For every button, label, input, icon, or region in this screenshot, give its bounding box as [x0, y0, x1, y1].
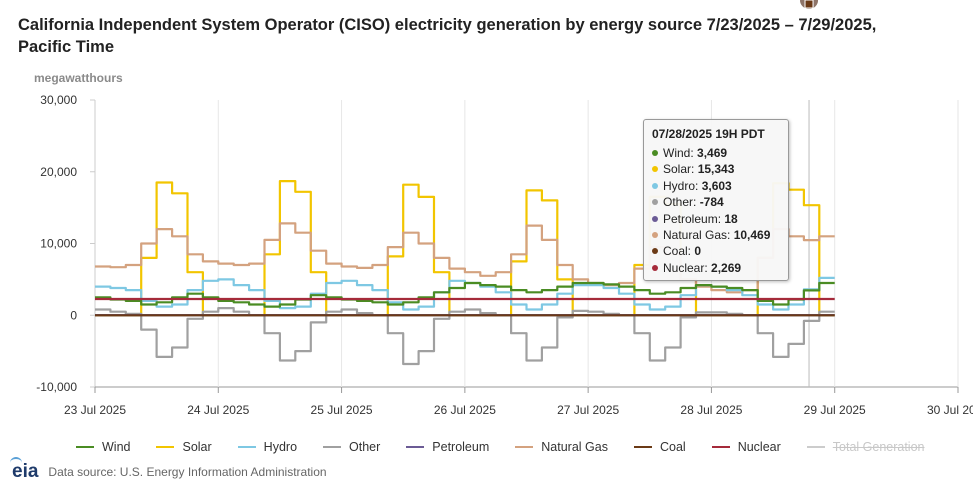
y-tick-label: 30,000 [40, 93, 77, 107]
legend-item-hydro[interactable]: Hydro [237, 440, 298, 454]
legend-swatch [237, 446, 256, 448]
tooltip-row: Natural Gas: 10,469 [652, 227, 780, 243]
y-tick-label: 20,000 [40, 165, 77, 179]
legend-label: Coal [659, 440, 686, 454]
tooltip-series-dot [652, 248, 658, 255]
tooltip-row: Wind: 3,469 [652, 145, 780, 161]
legend-label: Wind [102, 440, 131, 454]
legend-item-wind[interactable]: Wind [76, 440, 130, 454]
tooltip-series-value: 10,469 [733, 227, 771, 242]
tooltip-series-dot [652, 150, 658, 156]
series-line-other[interactable] [95, 307, 835, 366]
chart-legend: Wind Solar Hydro Other Petroleum Natural Gas C… [76, 437, 951, 457]
tooltip-row: Petroleum: 18 [652, 211, 780, 227]
tooltip-series-value: 3,603 [701, 178, 732, 193]
chart-title: California Independent System Operator (… [18, 16, 877, 56]
tooltip-series-name: Solar: [663, 162, 698, 177]
tooltip-series-name: Nuclear: [663, 260, 712, 275]
x-tick-label: 25 Jul 2025 [311, 403, 373, 417]
legend-item-other[interactable]: Other [323, 440, 380, 454]
legend-item-natural-gas[interactable]: Natural Gas [515, 440, 608, 454]
legend-label: Hydro [263, 440, 298, 454]
legend-item-solar[interactable]: Solar [156, 440, 212, 454]
y-axis-unit-label: megawatthours [34, 71, 123, 85]
eia-logo[interactable]: eia [10, 457, 38, 483]
y-tick-label: -10,000 [36, 380, 77, 394]
data-source-text: Data source: U.S. Energy Information Adm… [48, 465, 327, 479]
legend-item-coal[interactable]: Coal [633, 440, 686, 454]
line-chart[interactable]: -10,000 0 10,000 20,000 30,000 23 Jul 2025 24 … [0, 0, 973, 430]
tooltip-series-name: Other: [663, 195, 700, 210]
x-tick-label: 24 Jul 2025 [187, 403, 249, 417]
legend-swatch [515, 446, 534, 448]
tooltip-series-dot [652, 199, 658, 206]
legend-item-total-generation[interactable]: Total Generation [806, 440, 925, 454]
tooltip-series-dot [652, 182, 658, 189]
x-tick-label: 29 Jul 2025 [804, 403, 866, 417]
legend-label: Nuclear [737, 440, 781, 454]
x-tick-label: 26 Jul 2025 [434, 403, 496, 417]
x-tick-label: 28 Jul 2025 [680, 403, 742, 417]
legend-swatch [406, 446, 425, 448]
tooltip-series-name: Wind: [663, 146, 698, 160]
tooltip-series-name: Petroleum: [663, 211, 725, 226]
hover-marker-coal [804, 0, 814, 9]
tooltip-series-value: 18 [724, 211, 738, 226]
y-tick-label: 0 [70, 308, 77, 322]
legend-swatch [633, 446, 652, 448]
tooltip-series-value: 0 [694, 244, 702, 259]
tooltip-row: Other: -784 [652, 194, 780, 210]
legend-label: Petroleum [432, 440, 490, 454]
hover-tooltip: 07/28/2025 19H PDT Wind: 3,469 Solar: 15,… [643, 119, 789, 281]
tooltip-series-name: Hydro: [663, 178, 702, 193]
tooltip-title: 07/28/2025 19H PDT [652, 127, 765, 141]
y-tick-label: 10,000 [40, 237, 77, 251]
tooltip-series-value: -784 [699, 195, 724, 210]
tooltip-series-name: Natural Gas: [663, 227, 734, 242]
tooltip-series-value: 15,343 [697, 162, 735, 177]
tooltip-row: Nuclear: 2,269 [652, 260, 780, 276]
legend-swatch [711, 446, 730, 448]
legend-swatch [156, 446, 175, 448]
legend-swatch [76, 446, 94, 448]
tooltip-series-dot [652, 166, 658, 173]
legend-item-petroleum[interactable]: Petroleum [406, 440, 489, 454]
tooltip-series-dot [652, 215, 658, 222]
tooltip-series-dot [652, 264, 658, 271]
tooltip-series-dot [652, 231, 658, 238]
legend-label: Total Generation [832, 440, 925, 454]
legend-label: Other [349, 440, 381, 454]
legend-swatch [806, 446, 825, 448]
x-tick-label: 23 Jul 2025 [64, 403, 126, 417]
tooltip-series-value: 3,469 [697, 146, 728, 160]
tooltip-series-value: 2,269 [711, 260, 742, 275]
x-tick-label: 27 Jul 2025 [557, 403, 619, 417]
footer: eia Data source: U.S. Energy Information… [10, 457, 327, 483]
legend-swatch [323, 446, 342, 448]
legend-item-nuclear[interactable]: Nuclear [711, 440, 781, 454]
tooltip-series-name: Coal: [663, 244, 695, 259]
x-tick-label: 30 Jul 2025 [927, 403, 973, 417]
legend-label: Solar [182, 440, 212, 454]
tooltip-row: Solar: 15,343 [652, 161, 780, 177]
tooltip-row: Coal: 0 [652, 243, 780, 259]
tooltip-row: Hydro: 3,603 [652, 178, 780, 194]
legend-label: Natural Gas [541, 440, 608, 454]
